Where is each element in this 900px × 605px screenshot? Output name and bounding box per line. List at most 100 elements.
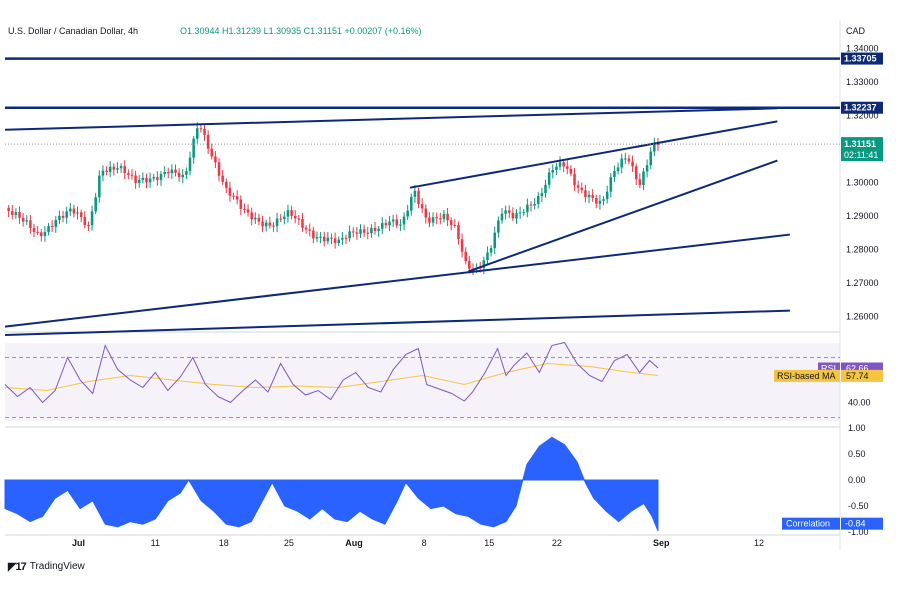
candle-body (43, 232, 47, 237)
rsi-line (4, 341, 659, 404)
tradingview-logo[interactable]: ◤17 TradingView (8, 560, 85, 573)
candle-body (555, 166, 558, 171)
candle-body (47, 226, 50, 233)
candle-body (79, 212, 83, 218)
candle-body (453, 224, 457, 226)
candle-body (424, 208, 428, 218)
ohlc-readout: O1.30944 H1.31239 L1.30935 C1.31151 +0.0… (180, 26, 422, 36)
candle-body (366, 232, 370, 234)
level-price-label: 1.32237 (844, 103, 877, 113)
candle-body (137, 179, 141, 183)
level-price-label: 1.33705 (844, 54, 877, 64)
candle-body (181, 174, 185, 178)
candle-body (217, 162, 221, 176)
candle-body (645, 165, 649, 172)
candle-body (540, 193, 544, 197)
candle-body (301, 219, 304, 228)
rsi-tick-label: 40.00 (848, 398, 871, 408)
price-tick-label: 1.27000 (846, 278, 879, 288)
candle-body (576, 185, 580, 188)
correlation-tick-label: 0.50 (848, 449, 866, 459)
candle-body (507, 210, 511, 213)
candle-body (598, 200, 602, 204)
candle-body (145, 177, 148, 183)
candle-body (61, 215, 65, 218)
candle-body (468, 261, 471, 269)
candle-body (446, 213, 449, 221)
candle-body (152, 177, 156, 179)
candle-body (214, 156, 217, 163)
candle-body (148, 178, 152, 183)
candle-body (50, 226, 54, 228)
price-tick-label: 1.30000 (846, 178, 879, 188)
candle-body (605, 191, 609, 200)
candle-body (536, 196, 540, 204)
candle-body (609, 177, 613, 192)
candle-body (304, 227, 308, 230)
candle-body (627, 158, 631, 162)
candle-body (497, 220, 500, 233)
candle-body (482, 260, 486, 269)
candle-body (315, 237, 319, 239)
rsi-ma-value-label: 57.74 (846, 371, 869, 381)
candle-body (373, 227, 377, 231)
rsi-ma-name-label: RSI-based MA (777, 371, 836, 381)
candle-body (90, 211, 94, 226)
candle-body (286, 210, 290, 217)
candle-body (163, 171, 166, 175)
candle-body (199, 128, 203, 130)
candle-body (188, 157, 192, 172)
rsi-ma-line (4, 362, 659, 392)
candle-body (261, 221, 264, 227)
correlation-name-label: Correlation (786, 519, 830, 529)
candle-body (290, 210, 293, 216)
candle-body (355, 232, 359, 234)
trendline (4, 107, 778, 131)
candle-body (54, 220, 58, 227)
candle-body (174, 169, 177, 173)
candle-body (391, 219, 395, 222)
candle-body (21, 217, 25, 222)
candle-body (330, 237, 333, 239)
candle-body (243, 208, 246, 210)
rsi-name-label: RSI (821, 364, 836, 374)
tradingview-label: TradingView (29, 561, 85, 572)
candle-body (264, 222, 268, 227)
candle-body (616, 167, 620, 171)
candle-body (76, 212, 79, 214)
candle-body (457, 225, 460, 240)
price-tick-label: 1.29000 (846, 211, 879, 221)
candle-body (192, 138, 195, 158)
candle-body (381, 223, 384, 229)
candle-body (526, 204, 529, 213)
candle-body (83, 217, 87, 226)
symbol-title[interactable]: U.S. Dollar / Canadian Dollar, 4h (8, 26, 139, 36)
candle-body (40, 232, 43, 237)
correlation-value-label: -0.84 (845, 519, 866, 529)
candle-body (25, 220, 29, 222)
candle-body (460, 239, 464, 252)
candle-body (533, 203, 536, 206)
candle-body (638, 179, 642, 185)
time-tick-label: 25 (284, 538, 294, 548)
candle-body (642, 171, 645, 185)
candle-body (406, 210, 409, 217)
time-tick-label: 12 (754, 538, 764, 548)
candle-body (250, 212, 253, 220)
candle-body (29, 220, 32, 229)
candle-body (275, 218, 279, 227)
candle-body (177, 172, 181, 178)
candle-body (511, 212, 515, 219)
candle-body (522, 212, 526, 214)
candle-body (613, 170, 616, 178)
candle-body (159, 174, 163, 181)
candle-body (127, 173, 130, 175)
candle-body (580, 187, 584, 191)
candle-body (326, 237, 330, 242)
candle-body (624, 158, 627, 160)
bar-countdown-label: 02:11:41 (844, 150, 878, 160)
candle-body (239, 199, 243, 209)
candle-body (65, 211, 68, 218)
candle-body (116, 168, 119, 170)
